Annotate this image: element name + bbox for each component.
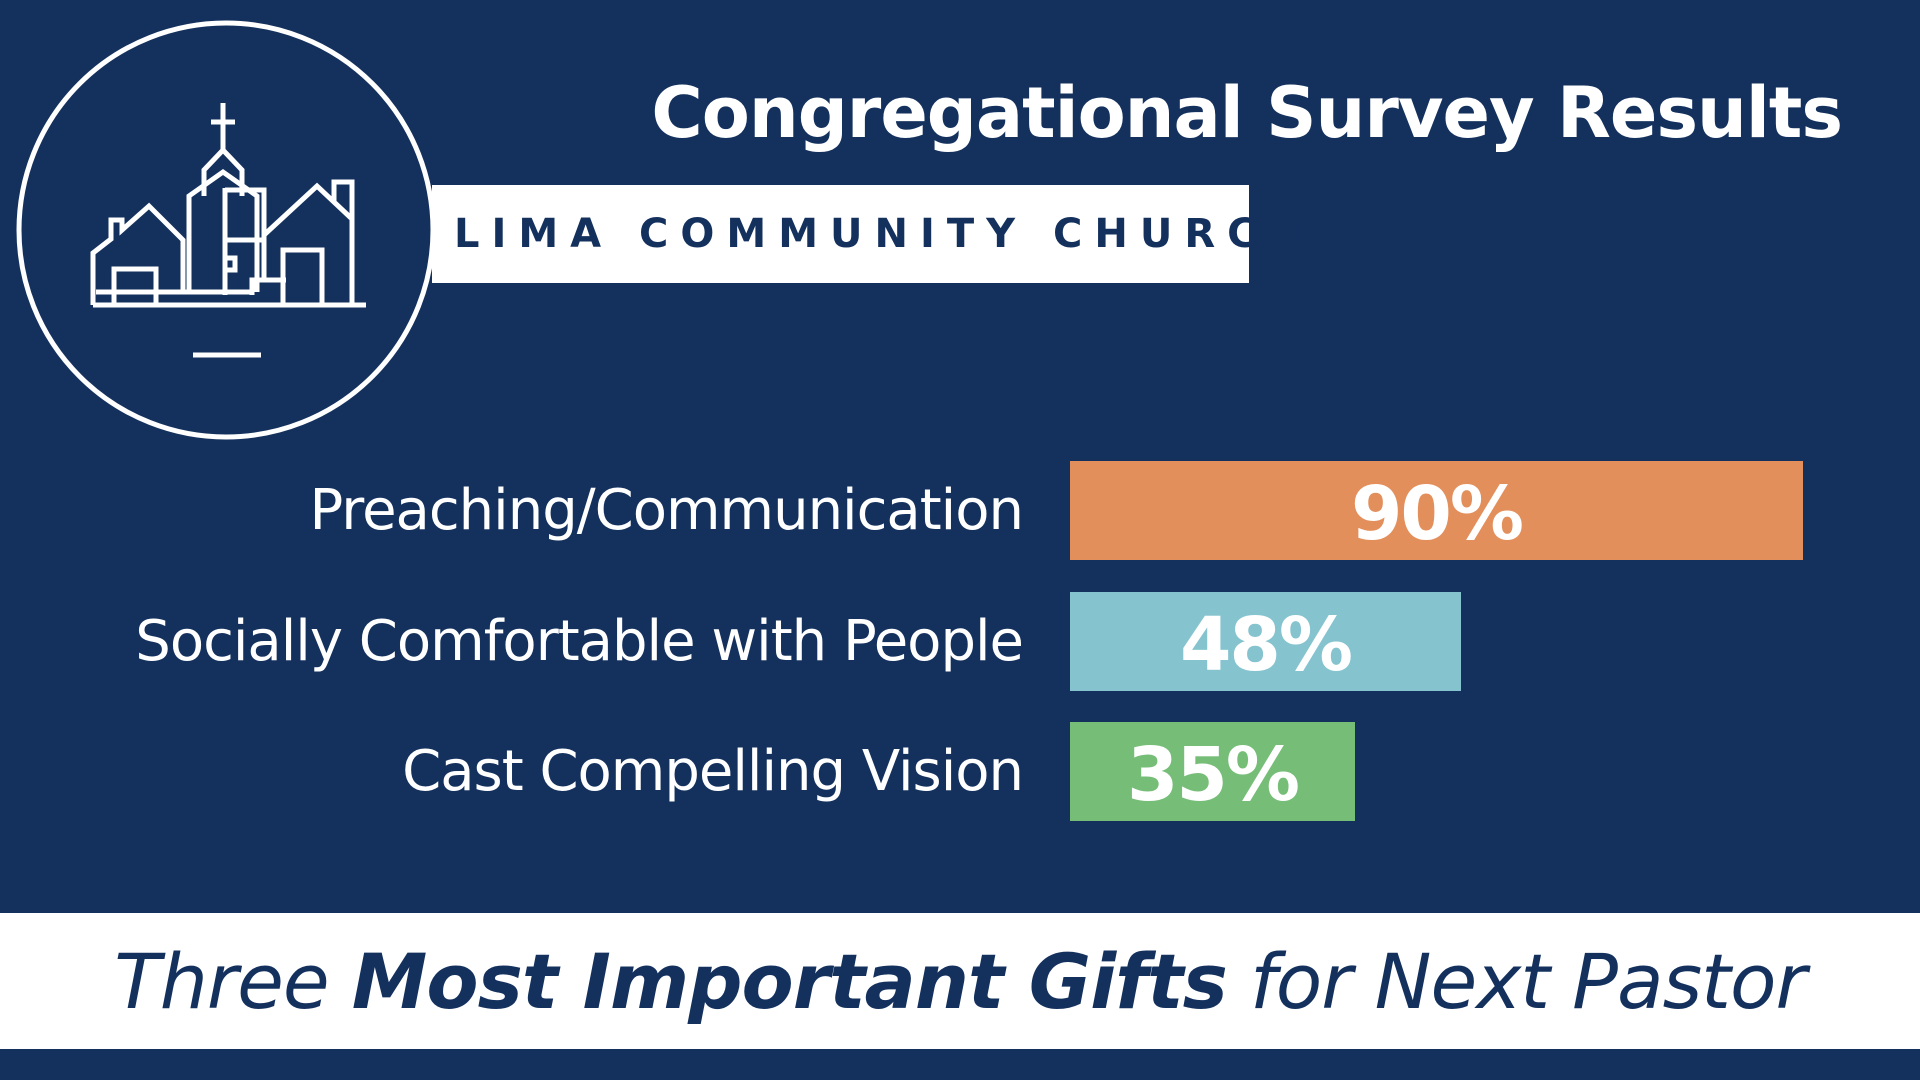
caption-text-end: for Next Pastor (1226, 936, 1807, 1026)
caption-band: Three Most Important Gifts for Next Past… (0, 913, 1920, 1049)
church-village-icon (16, 20, 436, 440)
church-name: LIMA COMMUNITY CHURCH (454, 211, 1314, 257)
church-name-badge: LIMA COMMUNITY CHURCH (432, 185, 1302, 283)
bar-value-label: 90% (1350, 471, 1524, 557)
bar-value-label: 35% (1126, 732, 1300, 818)
chart-caption: Three Most Important Gifts for Next Past… (114, 936, 1807, 1026)
category-label: Socially Comfortable with People (135, 609, 1024, 674)
caption-text-emphasis: Most Important Gifts (351, 936, 1228, 1026)
category-label: Preaching/Communication (309, 478, 1024, 543)
bar-value-label: 48% (1179, 602, 1353, 688)
bar (1070, 722, 1355, 821)
bar (1070, 592, 1461, 691)
category-label: Cast Compelling Vision (402, 739, 1024, 804)
bar (1070, 461, 1803, 560)
chart-title: Congregational Survey Results (651, 72, 1843, 154)
caption-text-start: Three (114, 936, 352, 1026)
